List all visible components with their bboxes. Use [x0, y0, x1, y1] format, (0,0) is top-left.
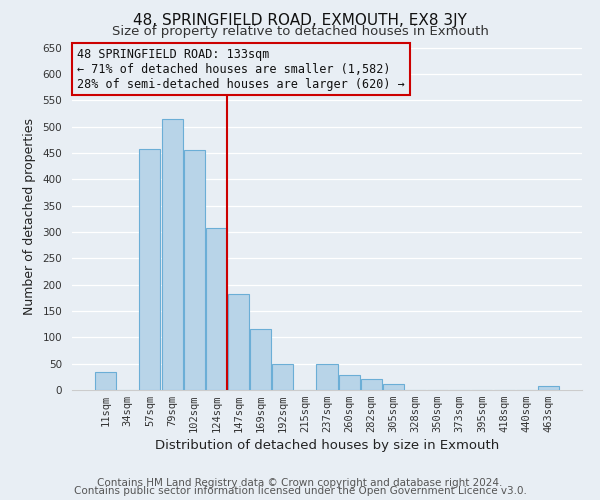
Text: Contains public sector information licensed under the Open Government Licence v3: Contains public sector information licen… — [74, 486, 526, 496]
Y-axis label: Number of detached properties: Number of detached properties — [23, 118, 35, 315]
Bar — [250, 330, 271, 390]
Bar — [338, 376, 359, 390]
Bar — [228, 294, 249, 390]
Bar — [361, 380, 382, 390]
Bar — [538, 386, 559, 390]
Bar — [95, 372, 116, 390]
Text: 48 SPRINGFIELD ROAD: 133sqm
← 71% of detached houses are smaller (1,582)
28% of : 48 SPRINGFIELD ROAD: 133sqm ← 71% of det… — [77, 48, 405, 90]
Bar — [383, 384, 404, 390]
Bar — [184, 150, 205, 390]
Text: Contains HM Land Registry data © Crown copyright and database right 2024.: Contains HM Land Registry data © Crown c… — [97, 478, 503, 488]
Bar — [206, 228, 227, 390]
X-axis label: Distribution of detached houses by size in Exmouth: Distribution of detached houses by size … — [155, 440, 499, 452]
Bar — [316, 364, 338, 390]
Text: 48, SPRINGFIELD ROAD, EXMOUTH, EX8 3JY: 48, SPRINGFIELD ROAD, EXMOUTH, EX8 3JY — [133, 12, 467, 28]
Bar — [272, 364, 293, 390]
Bar — [161, 119, 182, 390]
Text: Size of property relative to detached houses in Exmouth: Size of property relative to detached ho… — [112, 25, 488, 38]
Bar — [139, 149, 160, 390]
